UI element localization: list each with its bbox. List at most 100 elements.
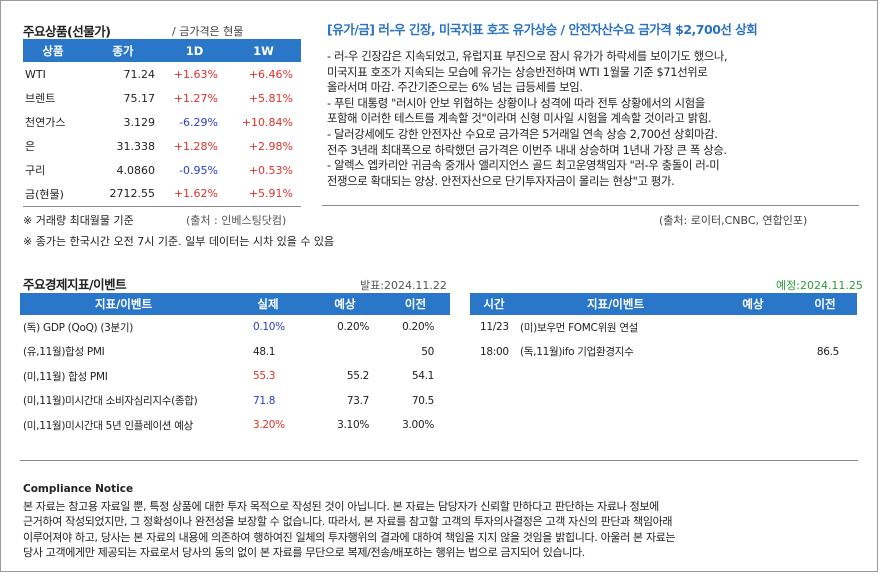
event-row: (미,11월)미시간대 소비자심리지수(종합) 71.8 73.7 70.5 <box>20 389 450 414</box>
prices-table: 상품 종가 1D 1W WTI 71.24 +1.63% +6.46% 브렌트 75.17… <box>23 39 301 207</box>
price-name: 구리 <box>25 164 46 177</box>
price-name: WTI <box>25 67 46 81</box>
scheduled-event-forecast <box>713 315 793 340</box>
events-title: 주요경제지표/이벤트 <box>23 277 127 292</box>
price-1d-change: -6.29% <box>179 115 218 129</box>
scheduled-event-forecast <box>713 340 793 365</box>
news-title: [유가/금] 러-우 긴장, 미국지표 호조 유가상승 / 안전자산수요 금가격… <box>327 22 758 37</box>
price-1d-change: -0.95% <box>179 163 218 177</box>
scheduled-event-prev: 86.5 <box>816 345 839 358</box>
news-line: - 러-우 긴장감은 지속되었고, 유럽지표 부진으로 잠시 유가가 하락세를 … <box>327 50 728 63</box>
price-1w-change: +10.84% <box>241 115 293 129</box>
compliance-line: 근거하여 작성되었지만, 그 정확성이나 완전성을 보장할 수 없습니다. 따라… <box>23 515 673 529</box>
price-row: 브렌트 75.17 +1.27% +5.81% <box>23 86 301 110</box>
event-prev: 0.20% <box>402 321 434 334</box>
prices-note-time: ※ 종가는 한국시간 오전 7시 기준. 일부 데이터는 시차 있을 수 있음 <box>23 235 335 248</box>
events-announced-table: 지표/이벤트 실제 예상 이전 (독) GDP (QoQ) (3분기) 0.10%… <box>20 293 450 438</box>
price-1d-change: +1.62% <box>163 182 226 207</box>
event-forecast: 0.20% <box>337 321 369 334</box>
event-name: (미,11월)미시간대 5년 인플레이션 예상 <box>23 419 193 432</box>
prices-header-1d: 1D <box>163 39 226 62</box>
compliance-line: 이루어져야 하고, 당사는 본 자료의 내용에 의존하여 행하여진 일체의 투자… <box>23 530 676 544</box>
prices-header-1w: 1W <box>226 39 301 62</box>
price-row: WTI 71.24 +1.63% +6.46% <box>23 62 301 86</box>
prices-source: (출처 : 인베스팅닷컴) <box>186 214 287 227</box>
news-line: 미국지표 호조가 지속되는 모습에 유가는 상승반전하며 WTI 1월물 기준 … <box>327 65 708 79</box>
event-forecast: 3.10% <box>337 419 369 432</box>
event-actual: 0.10% <box>253 321 285 334</box>
event-row: (미,11월)미시간대 5년 인플레이션 예상 3.20% 3.10% 3.00% <box>20 413 450 438</box>
price-1w-change: +0.53% <box>248 163 293 177</box>
news-line: 올라서며 마감. 주간기준으로는 6% 넘는 급등세를 보임. <box>327 81 583 95</box>
events-left-header-forecast: 예상 <box>309 293 381 315</box>
event-actual: 71.8 <box>253 394 276 407</box>
news-line: 포함해 이러한 테스트를 계속할 것"이라며 신형 미사일 시험을 계속할 것이… <box>327 112 712 126</box>
price-name: 천연가스 <box>25 116 66 129</box>
scheduled-event-time: 11/23 <box>480 321 509 334</box>
event-row: (독) GDP (QoQ) (3분기) 0.10% 0.20% 0.20% <box>20 315 450 340</box>
price-1w-change: +6.46% <box>248 67 293 81</box>
event-prev: 50 <box>421 345 434 358</box>
prices-header-product: 상품 <box>23 39 83 62</box>
event-actual: 3.20% <box>253 419 285 432</box>
event-name: (독) GDP (QoQ) (3분기) <box>23 321 134 334</box>
news-body: - 러-우 긴장감은 지속되었고, 유럽지표 부진으로 잠시 유가가 하락세를 … <box>327 49 862 189</box>
price-1w-change: +2.98% <box>248 139 293 153</box>
news-source: (출처: 로이터,CNBC, 연합인포) <box>659 214 808 227</box>
event-name: (미,11월)미시간대 소비자심리지수(종합) <box>23 395 198 408</box>
news-divider <box>322 205 859 206</box>
price-close: 71.24 <box>123 67 156 81</box>
events-right-header-row: 시간 지표/이벤트 예상 이전 <box>470 293 857 315</box>
compliance-body: 본 자료는 참고용 자료일 뿐, 특정 상품에 대한 투자 목적으로 작성된 것… <box>23 499 863 560</box>
events-announce-date: 발표:2024.11.22 <box>360 279 447 292</box>
price-1d-change: +1.63% <box>173 67 218 81</box>
events-right-header-name: 지표/이벤트 <box>518 293 713 315</box>
price-name: 은 <box>25 140 36 153</box>
price-1d-change: +1.28% <box>173 139 218 153</box>
price-name: 금(현물) <box>23 182 83 207</box>
prices-header-close: 종가 <box>83 39 163 62</box>
price-row: 은 31.338 +1.28% +2.98% <box>23 134 301 158</box>
price-1w-change: +5.81% <box>248 91 293 105</box>
events-divider <box>20 460 858 461</box>
compliance-line: 당사 고객에게만 제공되는 자료로서 당사의 동의 없이 본 자료를 무단으로 … <box>23 545 585 559</box>
events-right-header-forecast: 예상 <box>713 293 793 315</box>
scheduled-event-prev <box>793 315 857 340</box>
event-prev: 3.00% <box>402 419 434 432</box>
prices-header-row: 상품 종가 1D 1W <box>23 39 301 62</box>
price-close: 75.17 <box>123 91 156 105</box>
price-close: 3.129 <box>123 115 156 129</box>
events-right-header-time: 시간 <box>470 293 518 315</box>
event-forecast: 73.7 <box>346 394 369 407</box>
price-row: 천연가스 3.129 -6.29% +10.84% <box>23 110 301 134</box>
event-row: (미,11월) 합성 PMI 55.3 55.2 54.1 <box>20 364 450 389</box>
event-prev: 54.1 <box>411 370 434 383</box>
event-actual: 55.3 <box>253 370 276 383</box>
events-scheduled-table: 시간 지표/이벤트 예상 이전 11/23 (미)보우먼 FOMC위원 연설 18:… <box>470 293 857 364</box>
price-close: 31.338 <box>116 139 156 153</box>
event-actual: 48.1 <box>253 345 276 358</box>
price-close: 4.0860 <box>116 163 156 177</box>
prices-note-volume: ※ 거래량 최대월물 기준 <box>23 214 134 227</box>
events-left-header-prev: 이전 <box>381 293 450 315</box>
prices-title: 주요상품(선물가) <box>23 24 111 39</box>
scheduled-event-name: (미)보우먼 FOMC위원 연설 <box>520 321 639 334</box>
events-left-header-row: 지표/이벤트 실제 예상 이전 <box>20 293 450 315</box>
news-line: 전주 3년래 최대폭으로 하락했던 금가격은 이번주 내내 상승하며 1년내 가… <box>327 143 727 157</box>
news-line: - 알렉스 엡카리안 귀금속 중개사 앨리지언스 골드 최고운영책임자 "러-우… <box>327 159 720 173</box>
scheduled-event-name: (독,11월)ifo 기업환경지수 <box>520 346 634 359</box>
event-forecast <box>309 340 381 365</box>
news-line: - 달러강세에도 강한 안전자산 수요로 금가격은 5거래일 연속 상승 2,7… <box>327 127 718 141</box>
scheduled-event-row: 18:00 (독,11월)ifo 기업환경지수 86.5 <box>470 340 857 365</box>
event-row: (유,11월)합성 PMI 48.1 50 <box>20 340 450 365</box>
news-line: 전쟁으로 확대되는 양상. 안전자산으로 단기투자자금이 몰리는 현상"고 평가… <box>327 174 675 188</box>
scheduled-event-time: 18:00 <box>480 345 509 358</box>
price-1w-change: +5.91% <box>226 182 301 207</box>
prices-subtitle: / 금가격은 현물 <box>172 25 244 38</box>
events-left-header-actual: 실제 <box>227 293 309 315</box>
scheduled-event-row: 11/23 (미)보우먼 FOMC위원 연설 <box>470 315 857 340</box>
event-prev: 70.5 <box>411 394 434 407</box>
event-name: (유,11월)합성 PMI <box>23 346 105 359</box>
price-1d-change: +1.27% <box>173 91 218 105</box>
